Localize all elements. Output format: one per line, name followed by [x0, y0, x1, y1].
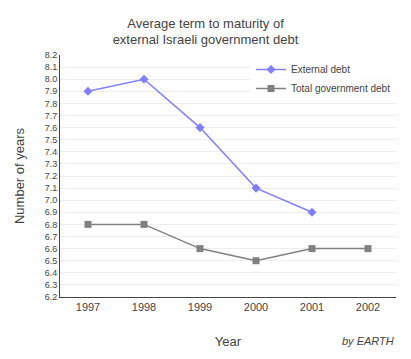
svg-text:7.2: 7.2 [45, 171, 58, 181]
svg-text:6.7: 6.7 [45, 232, 58, 242]
svg-text:8.1: 8.1 [45, 62, 58, 72]
svg-text:7.7: 7.7 [45, 111, 58, 121]
svg-text:1999: 1999 [188, 301, 212, 313]
svg-text:Average term to maturity ofext: Average term to maturity ofexternal Isra… [113, 16, 299, 48]
svg-text:8.0: 8.0 [45, 74, 58, 84]
svg-text:Number of years: Number of years [12, 127, 27, 224]
svg-text:6.3: 6.3 [45, 280, 58, 290]
svg-text:7.9: 7.9 [45, 86, 58, 96]
svg-text:Total government debt: Total government debt [291, 83, 390, 94]
svg-text:2000: 2000 [244, 301, 268, 313]
svg-text:7.0: 7.0 [45, 195, 58, 205]
svg-text:6.9: 6.9 [45, 207, 58, 217]
svg-text:7.4: 7.4 [45, 147, 58, 157]
svg-text:2002: 2002 [356, 301, 380, 313]
svg-text:6.6: 6.6 [45, 244, 58, 254]
svg-text:7.1: 7.1 [45, 183, 58, 193]
svg-text:7.3: 7.3 [45, 159, 58, 169]
svg-text:8.2: 8.2 [45, 50, 58, 60]
svg-text:7.6: 7.6 [45, 123, 58, 133]
svg-text:6.4: 6.4 [45, 268, 58, 278]
svg-text:7.8: 7.8 [45, 99, 58, 109]
svg-text:External debt: External debt [291, 64, 350, 75]
svg-text:2001: 2001 [300, 301, 324, 313]
svg-text:Year: Year [215, 334, 242, 349]
svg-text:1997: 1997 [76, 301, 100, 313]
svg-text:by EARTH: by EARTH [342, 335, 394, 347]
svg-text:6.5: 6.5 [45, 256, 58, 266]
svg-text:7.5: 7.5 [45, 135, 58, 145]
svg-text:1998: 1998 [132, 301, 156, 313]
svg-text:6.2: 6.2 [45, 292, 58, 302]
svg-text:6.8: 6.8 [45, 220, 58, 230]
